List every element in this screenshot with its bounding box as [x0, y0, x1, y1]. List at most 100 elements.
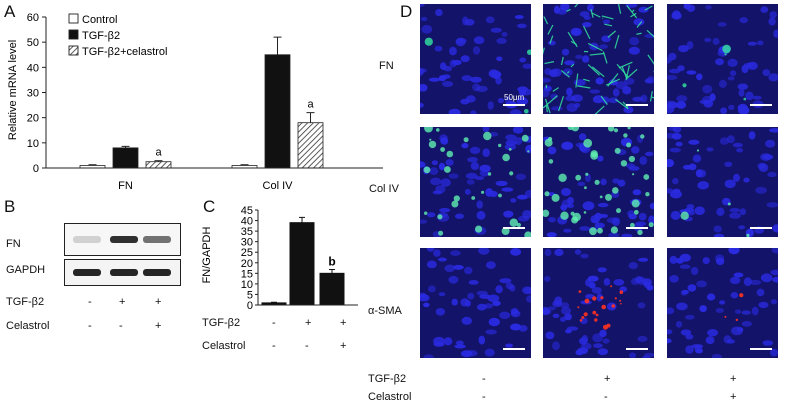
- nucleus: [738, 225, 746, 230]
- nucleus: [672, 10, 681, 19]
- nucleus: [496, 56, 503, 62]
- chart-a-bar: [112, 147, 139, 169]
- nucleus: [623, 106, 634, 114]
- green-stain: [743, 97, 747, 101]
- nucleus: [680, 290, 688, 296]
- nucleus: [466, 179, 475, 185]
- nucleus: [729, 212, 741, 219]
- green-stain: [548, 136, 553, 142]
- nucleus: [510, 323, 522, 331]
- chart-c-sign: -: [272, 317, 276, 329]
- nucleus: [440, 137, 449, 145]
- nucleus: [705, 336, 715, 345]
- green-stain: [524, 231, 531, 237]
- nucleus: [760, 153, 772, 161]
- green-stain: [509, 171, 514, 176]
- nucleus: [667, 338, 672, 344]
- nucleus: [613, 279, 625, 286]
- nucleus: [589, 89, 601, 94]
- green-stain: [453, 195, 460, 202]
- nucleus: [608, 97, 619, 104]
- fn-fiber: [604, 23, 613, 27]
- green-stain: [527, 150, 530, 153]
- nucleus: [420, 219, 428, 224]
- nucleus: [451, 298, 458, 306]
- nucleus: [670, 210, 681, 220]
- nucleus: [490, 27, 502, 33]
- nucleus: [687, 284, 697, 292]
- nucleus: [420, 84, 428, 92]
- nucleus: [737, 83, 748, 90]
- nucleus: [517, 23, 527, 29]
- chart-a-legend-label: TGF-β2+celastrol: [82, 46, 168, 58]
- nucleus: [420, 161, 426, 168]
- fn-fiber: [583, 25, 591, 40]
- fn-fiber: [575, 73, 579, 88]
- nucleus: [510, 248, 522, 256]
- nucleus: [521, 88, 531, 96]
- green-stain: [498, 143, 502, 148]
- nucleus: [638, 212, 647, 221]
- green-stain: [483, 131, 492, 141]
- nucleus: [717, 22, 727, 27]
- red-stain: [724, 315, 727, 318]
- nucleus: [757, 40, 764, 46]
- nucleus: [729, 208, 741, 213]
- chart-a-legend-swatch: [68, 13, 79, 24]
- nucleus: [455, 37, 466, 47]
- green-stain: [502, 153, 510, 162]
- green-stain: [438, 230, 444, 236]
- nucleus: [587, 4, 594, 12]
- green-stain: [544, 191, 550, 197]
- nucleus: [675, 257, 684, 264]
- nucleus: [631, 146, 640, 154]
- nucleus: [608, 232, 620, 237]
- blot-row-label-gapdh: GAPDH: [6, 264, 46, 276]
- fn-fiber: [570, 63, 575, 68]
- red-stain: [611, 304, 616, 308]
- nucleus: [676, 95, 688, 103]
- nucleus: [667, 329, 673, 335]
- nucleus: [482, 127, 490, 133]
- blot-sign: +: [119, 296, 126, 308]
- fn-fiber: [560, 56, 564, 66]
- nucleus: [765, 139, 776, 148]
- fn-fiber: [649, 91, 653, 102]
- nucleus: [770, 269, 778, 276]
- fn-fiber: [636, 21, 643, 28]
- nucleus: [688, 163, 697, 171]
- panel-d-letter: D: [400, 2, 413, 21]
- nucleus: [469, 146, 481, 154]
- blot-sign: -: [88, 320, 92, 332]
- nucleus: [455, 213, 464, 219]
- fn-fiber: [567, 31, 578, 48]
- green-stain: [463, 137, 469, 143]
- nucleus: [445, 159, 454, 166]
- chart-c-sign: -: [272, 340, 276, 352]
- nucleus: [461, 142, 469, 149]
- red-stain: [592, 296, 597, 301]
- red-stain: [601, 304, 606, 310]
- nucleus: [464, 19, 475, 26]
- nucleus: [486, 261, 496, 269]
- nucleus: [644, 151, 654, 157]
- nucleus: [428, 285, 436, 293]
- nucleus: [771, 248, 778, 254]
- micrograph-3-3: [667, 248, 778, 358]
- chart-a-ytick-label: 40: [27, 62, 39, 74]
- nucleus: [464, 188, 471, 195]
- micrograph-2-2: [543, 127, 654, 237]
- nucleus: [770, 348, 778, 357]
- nucleus: [428, 77, 441, 82]
- green-stain: [567, 127, 574, 131]
- nucleus: [484, 303, 494, 309]
- nucleus: [724, 179, 736, 189]
- green-stain: [682, 83, 687, 88]
- nucleus: [566, 87, 573, 97]
- nucleus: [495, 180, 508, 186]
- nucleus: [560, 302, 570, 309]
- nucleus: [580, 253, 589, 259]
- micrograph-2-1: [420, 127, 531, 237]
- nucleus: [667, 159, 675, 168]
